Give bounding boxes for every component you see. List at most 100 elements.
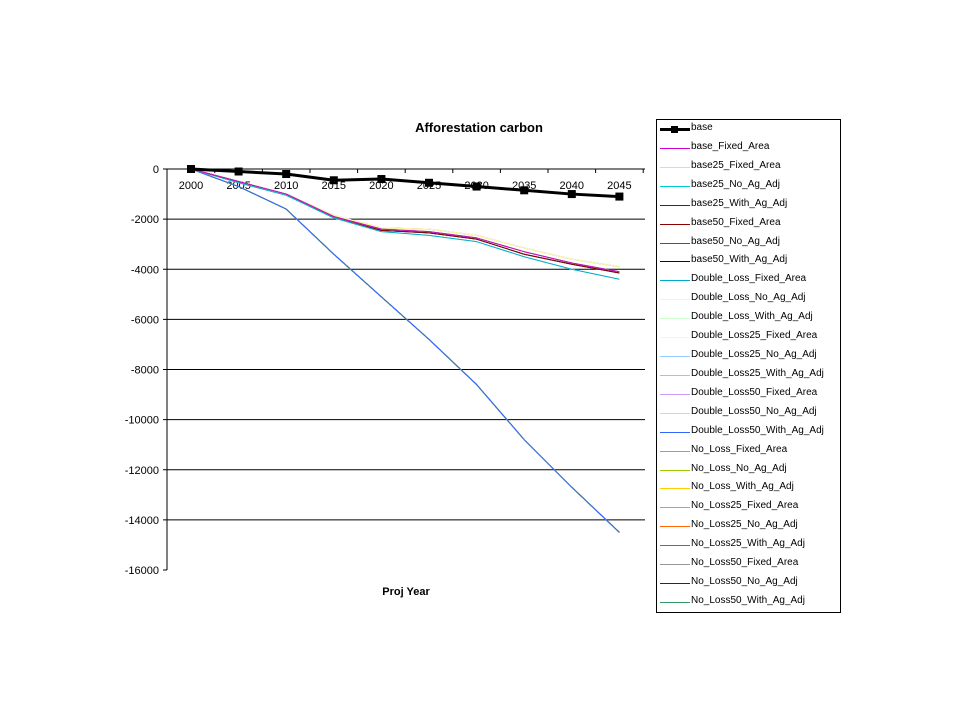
- series-line-base: [190, 167, 620, 199]
- legend-swatch: [660, 526, 690, 528]
- data-point-marker: [282, 170, 291, 179]
- legend-item: No_Loss50_No_Ag_Adj: [657, 575, 840, 593]
- series-line-base25-no-ag-adj: [190, 168, 620, 273]
- legend-swatch: [660, 564, 690, 566]
- legend-swatch: [660, 450, 690, 452]
- legend-swatch: [660, 488, 690, 490]
- legend-swatch: [660, 280, 690, 282]
- legend-item: No_Loss25_With_Ag_Adj: [657, 537, 840, 555]
- axes: 0 -2000 -4000 -6000 -8000 -10000 -12000 -14000 -…: [125, 164, 645, 577]
- series-lines: [187, 165, 624, 533]
- series-line-base50-no-ag-adj: [190, 168, 620, 274]
- series-line-double-loss50-with-ag-adj: [190, 168, 620, 533]
- x-tick-label: 2010: [274, 180, 298, 192]
- legend-label: No_Loss25_No_Ag_Adj: [691, 519, 798, 531]
- legend-label: No_Loss_Fixed_Area: [691, 443, 788, 455]
- data-point-marker: [187, 165, 195, 173]
- y-tick-label: -2000: [131, 214, 159, 226]
- legend-item: No_Loss50_With_Ag_Adj: [657, 594, 840, 612]
- legend-item: Double_Loss25_Fixed_Area: [657, 329, 840, 347]
- legend-swatch: [660, 545, 690, 547]
- x-tick-label: 2000: [179, 180, 203, 192]
- legend-swatch: [660, 602, 690, 603]
- legend-label: base25_Fixed_Area: [691, 159, 781, 171]
- x-tick-label: 2040: [560, 180, 584, 192]
- series-line-no-loss25-no-ag-adj: [190, 168, 620, 533]
- legend-item: base50_No_Ag_Adj: [657, 235, 840, 253]
- legend-swatch: [660, 412, 690, 414]
- series-line-base50-fixed-area: [190, 168, 620, 274]
- legend-label: base_Fixed_Area: [691, 140, 770, 152]
- y-tick-label: -4000: [131, 264, 159, 276]
- legend-marker: [671, 126, 678, 133]
- series-line-base50-with-ag-adj: [190, 168, 620, 274]
- series-line-no-loss-fixed-area: [190, 168, 620, 533]
- legend-label: base25_With_Ag_Adj: [691, 197, 788, 209]
- y-tick-label: -12000: [125, 465, 159, 477]
- legend-label: base50_Fixed_Area: [691, 216, 781, 228]
- y-tick-label: -10000: [125, 415, 159, 427]
- legend-swatch: [660, 337, 690, 339]
- legend-label: Double_Loss_No_Ag_Adj: [691, 292, 806, 304]
- data-point-marker: [377, 175, 386, 184]
- legend-item: base_Fixed_Area: [657, 140, 840, 158]
- legend-item: base25_With_Ag_Adj: [657, 197, 840, 215]
- legend-item: Double_Loss_No_Ag_Adj: [657, 291, 840, 309]
- legend-swatch: [660, 507, 690, 509]
- chart-title: Afforestation carbon: [415, 120, 543, 135]
- series-line-double-loss25-with-ag-adj: [190, 168, 620, 268]
- legend-label: No_Loss50_With_Ag_Adj: [691, 595, 805, 606]
- legend-label: base50_With_Ag_Adj: [691, 254, 788, 266]
- legend-swatch: [660, 318, 690, 320]
- data-point-marker: [615, 192, 624, 201]
- series-line-double-loss-fixed-area: [190, 168, 620, 280]
- y-tick-label: -8000: [131, 365, 159, 377]
- legend-item: base25_Fixed_Area: [657, 159, 840, 177]
- series-line-no-loss50-fixed-area: [190, 168, 620, 533]
- series-line-no-loss25-fixed-area: [190, 168, 620, 533]
- y-tick-label: 0: [153, 164, 159, 176]
- series-line-base25-with-ag-adj: [190, 168, 620, 273]
- legend-label: Double_Loss50_With_Ag_Adj: [691, 424, 824, 436]
- x-tick-label: 2045: [607, 180, 631, 192]
- y-tick-label: -16000: [125, 565, 159, 577]
- legend-item: Double_Loss25_With_Ag_Adj: [657, 367, 840, 385]
- legend-label: No_Loss25_With_Ag_Adj: [691, 538, 805, 550]
- legend-label: Double_Loss25_With_Ag_Adj: [691, 367, 824, 379]
- series-line-base25-fixed-area: [190, 168, 620, 273]
- legend-item: base50_Fixed_Area: [657, 216, 840, 234]
- legend-label: No_Loss_No_Ag_Adj: [691, 462, 787, 474]
- legend-item: Double_Loss50_Fixed_Area: [657, 386, 840, 404]
- legend-swatch: [660, 261, 690, 263]
- legend-swatch: [660, 223, 690, 225]
- legend-item: No_Loss_No_Ag_Adj: [657, 462, 840, 480]
- legend-item: No_Loss25_No_Ag_Adj: [657, 518, 840, 536]
- legend-item: Double_Loss50_No_Ag_Adj: [657, 405, 840, 423]
- x-tick-label: 2015: [322, 180, 346, 192]
- y-tick-label: -6000: [131, 314, 159, 326]
- legend-label: Double_Loss50_No_Ag_Adj: [691, 405, 817, 417]
- legend-swatch: [660, 185, 690, 187]
- legend-swatch: [660, 374, 690, 376]
- x-tick-label: 2020: [369, 180, 393, 192]
- legend-item: No_Loss_With_Ag_Adj: [657, 480, 840, 498]
- legend-swatch: [660, 356, 690, 358]
- legend-item: Double_Loss25_No_Ag_Adj: [657, 348, 840, 366]
- series-line-no-loss-with-ag-adj: [190, 168, 620, 533]
- legend-swatch: [660, 242, 690, 244]
- legend-swatch: [660, 469, 690, 471]
- legend-label: base: [691, 122, 713, 133]
- legend-item: Double_Loss50_With_Ag_Adj: [657, 424, 840, 442]
- legend-label: No_Loss_With_Ag_Adj: [691, 481, 794, 493]
- series-line-no-loss50-no-ag-adj: [190, 168, 620, 533]
- legend-label: Double_Loss_Fixed_Area: [691, 273, 807, 285]
- legend-label: base25_No_Ag_Adj: [691, 178, 780, 190]
- x-axis-title: Proj Year: [382, 586, 430, 598]
- legend-item: base25_No_Ag_Adj: [657, 178, 840, 196]
- data-point-marker: [472, 182, 481, 191]
- series-line-double-loss50-no-ag-adj: [190, 168, 620, 268]
- legend-item: Double_Loss_Fixed_Area: [657, 272, 840, 290]
